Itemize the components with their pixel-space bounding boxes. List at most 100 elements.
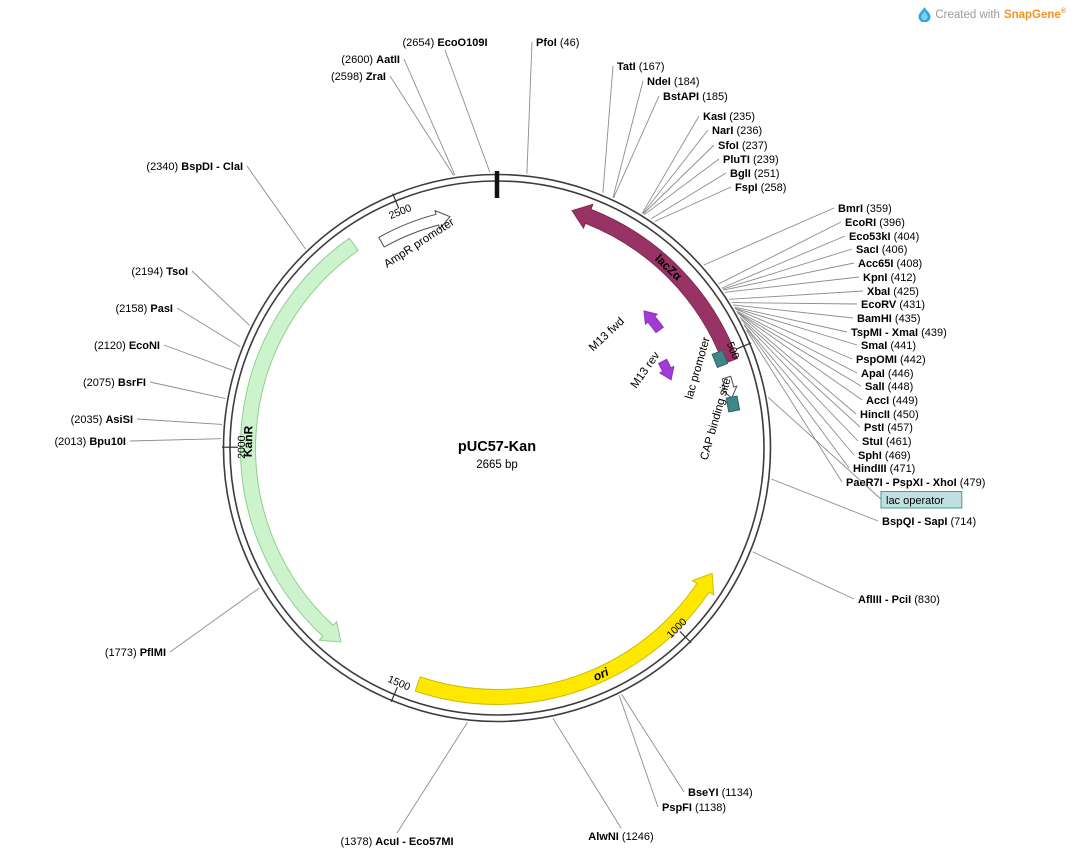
m13-fwd-label: M13 fwd <box>587 316 627 354</box>
callout-line <box>650 172 727 220</box>
restriction-site-label: (1378) AcuI - Eco57MI <box>340 836 453 848</box>
restriction-site-label: KasI (235) <box>703 111 755 123</box>
callout-line <box>654 186 732 222</box>
callout-line <box>739 316 861 428</box>
restriction-site-label: BmrI (359) <box>838 203 892 215</box>
tick-label: 1500 <box>386 673 412 693</box>
callout-line <box>737 312 857 415</box>
restriction-site-label: SphI (469) <box>858 450 911 462</box>
restriction-site-label: SalI (448) <box>865 381 913 393</box>
callout-line <box>602 65 614 194</box>
callout-line <box>176 307 241 348</box>
restriction-site-label: BglI (251) <box>730 168 780 180</box>
feature-mark-lac-operator <box>725 395 741 413</box>
restriction-site-label: (2075) BsrFI <box>83 377 146 389</box>
callout-line <box>740 319 859 442</box>
restriction-site-label: PspFI (1138) <box>662 802 726 814</box>
callout-line <box>621 694 685 793</box>
restriction-site-label: SmaI (441) <box>861 340 916 352</box>
credit-prefix-text: Created with <box>935 8 1000 21</box>
callout-line <box>743 325 850 469</box>
restriction-site-label: AlwNI (1246) <box>588 831 653 843</box>
restriction-site-label: ApaI (446) <box>861 368 914 380</box>
callout-line <box>752 551 855 600</box>
restriction-site-label: PluTI (239) <box>723 154 779 166</box>
restriction-site-label: AflIII - PciI (830) <box>858 594 940 606</box>
callout-line <box>737 311 862 387</box>
snapgene-logo-icon <box>918 7 931 22</box>
callout-line <box>618 695 659 808</box>
restriction-site-label: AccI (449) <box>866 395 918 407</box>
restriction-site-label: (2035) AsiSI <box>71 414 133 426</box>
restriction-site-label: EcoRI (396) <box>845 217 905 229</box>
feature-m13-rev-arrow <box>658 358 675 381</box>
callout-line <box>723 262 855 291</box>
restriction-site-label: BstAPI (185) <box>663 91 728 103</box>
feature-laczalpha-arrow <box>571 203 739 365</box>
restriction-site-label: (2158) PasI <box>116 303 174 315</box>
callout-line <box>389 75 454 176</box>
callout-line <box>734 306 848 333</box>
snapgene-credit: Created with SnapGene® <box>918 7 1066 22</box>
callout-line <box>246 165 306 250</box>
restriction-site-label: StuI (461) <box>862 436 912 448</box>
callout-line <box>169 587 260 653</box>
tick-mark <box>679 630 692 644</box>
restriction-site-label: (1773) PflMI <box>105 647 166 659</box>
credit-brand-text: SnapGene® <box>1004 8 1066 21</box>
restriction-site-label: Eco53kI (404) <box>849 231 919 243</box>
callout-line <box>444 49 491 173</box>
restriction-site-label: HincII (450) <box>860 409 919 421</box>
lac-promoter-label: lac promoter <box>684 336 713 401</box>
feature-ampr-promoter-arrow <box>378 209 451 248</box>
callout-line <box>191 270 251 326</box>
restriction-site-label: PstI (457) <box>864 422 913 434</box>
callout-line <box>703 207 835 266</box>
plasmid-title: pUC57-Kan <box>458 439 536 455</box>
feature-kanr-arrow <box>239 237 359 643</box>
restriction-site-label: PspOMI (442) <box>856 354 926 366</box>
callout-line <box>403 58 456 176</box>
callout-line <box>163 344 233 371</box>
callout-line <box>552 718 622 829</box>
callout-line <box>736 310 858 374</box>
callout-line <box>613 95 660 198</box>
callout-line <box>642 129 709 214</box>
callout-line <box>724 276 860 293</box>
callout-line <box>737 312 863 401</box>
callout-line <box>734 307 858 346</box>
restriction-site-label: PaeR7I - PspXI - XhoI (479) <box>846 477 985 489</box>
restriction-site-label: (2598) ZraI <box>331 71 386 83</box>
restriction-site-label: NarI (236) <box>712 125 762 137</box>
callout-line <box>642 144 715 215</box>
restriction-site-label: KpnI (412) <box>863 272 916 284</box>
feature-ori-arrow <box>414 572 715 705</box>
restriction-site-label: TatI (167) <box>617 61 665 73</box>
callout-line <box>129 438 222 442</box>
restriction-site-label: HindIII (471) <box>853 463 915 475</box>
restriction-site-label: FspI (258) <box>735 182 786 194</box>
callout-line <box>612 80 644 198</box>
callout-line <box>136 418 223 425</box>
restriction-site-label: (2013) Bpu10I <box>54 436 126 448</box>
restriction-site-label: PfoI (46) <box>536 37 579 49</box>
tick-label: 2500 <box>387 202 413 222</box>
credit-brand-name: SnapGene <box>1003 8 1061 21</box>
callout-line <box>735 308 853 360</box>
callout-line <box>722 248 853 290</box>
m13-rev-label: M13 rev <box>629 350 663 391</box>
feature-kanr-label: KanR <box>241 425 256 457</box>
tick-mark <box>390 686 398 703</box>
callout-line <box>718 221 842 285</box>
restriction-site-label: NdeI (184) <box>647 76 700 88</box>
restriction-site-label: BamHI (435) <box>857 313 921 325</box>
callout-line <box>721 235 846 289</box>
restriction-site-label: (2600) AatII <box>341 54 400 66</box>
restriction-site-label: TspMI - XmaI (439) <box>851 327 947 339</box>
restriction-site-label: (2120) EcoNI <box>94 340 160 352</box>
callout-line <box>729 290 864 300</box>
callout-line <box>396 722 468 834</box>
feature-ori-label: ori <box>591 664 611 683</box>
